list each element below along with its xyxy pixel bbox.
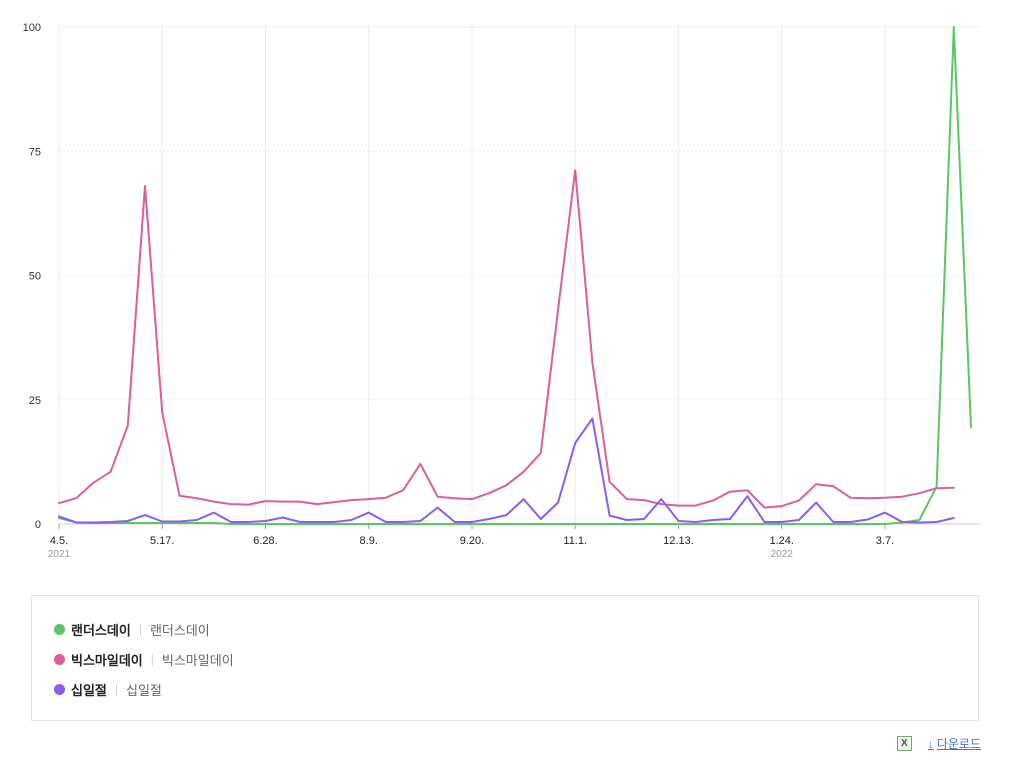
y-tick-label: 0 [35, 519, 41, 531]
download-link[interactable]: ↓ 다운로드 [928, 735, 981, 752]
legend-keyword: 빅스마일데이 [161, 652, 234, 668]
legend-dot-icon [54, 623, 65, 635]
legend-series-name: 빅스마일데이 [71, 652, 143, 668]
chart-grid [58, 25, 980, 525]
x-tick-year: 2022 [771, 549, 794, 560]
legend-list: 랜더스데이 | 랜더스데이 빅스마일데이 | 빅스마일데이 십일절 | 십일절 [32, 596, 978, 704]
x-tick-label: 6.28. [253, 535, 277, 547]
legend-separator: | [138, 622, 142, 636]
excel-icon[interactable]: X [896, 736, 912, 751]
y-tick-label: 50 [29, 271, 41, 283]
y-tick-label: 100 [23, 22, 41, 34]
x-tick-label: 3.7. [876, 535, 894, 547]
y-axis-ticks: 0 25 50 75 100 [23, 22, 41, 531]
legend-item-landers-day: 랜더스데이 | 랜더스데이 [54, 614, 978, 644]
x-tick-label: 12.13. [663, 535, 694, 547]
x-tick-label: 8.9. [360, 535, 378, 547]
legend-box: 랜더스데이 | 랜더스데이 빅스마일데이 | 빅스마일데이 십일절 | 십일절 [31, 595, 979, 721]
y-tick-label: 25 [29, 395, 41, 407]
download-label: 다운로드 [936, 737, 981, 751]
legend-item-sibiljeol: 십일절 | 십일절 [54, 674, 978, 704]
legend-dot-icon [54, 653, 65, 665]
legend-keyword: 십일절 [126, 682, 162, 698]
x-tick-label: 4.5. [50, 535, 68, 547]
x-tick-label: 5.17. [150, 535, 174, 547]
series-line-3 [58, 417, 955, 524]
x-axis-ticks: 4.5. 2021 5.17. 6.28. 8.9. 9.20. 11.1. 12.13. 1.… [48, 524, 894, 560]
series-line-1 [58, 26, 972, 525]
line-chart: 0 25 50 75 100 4.5. 2021 5.17. 6.28. 8.9. 9.20. 11… [23, 22, 980, 560]
legend-separator: | [150, 652, 154, 666]
y-tick-label: 75 [29, 146, 41, 158]
legend-series-name: 십일절 [71, 682, 107, 698]
legend-item-big-smile-day: 빅스마일데이 | 빅스마일데이 [54, 644, 978, 674]
x-tick-year: 2021 [48, 549, 71, 560]
x-tick-label: 11.1. [563, 535, 587, 547]
legend-series-name: 랜더스데이 [71, 622, 131, 638]
download-arrow-icon: ↓ [927, 736, 934, 751]
chart-series [58, 26, 972, 525]
chart-footer: X ↓ 다운로드 [896, 735, 981, 752]
legend-keyword: 랜더스데이 [149, 622, 210, 638]
legend-dot-icon [54, 683, 65, 695]
x-tick-label: 9.20. [460, 535, 484, 547]
x-tick-label: 1.24. [769, 535, 793, 547]
series-line-2 [58, 169, 955, 509]
legend-separator: | [114, 682, 119, 696]
